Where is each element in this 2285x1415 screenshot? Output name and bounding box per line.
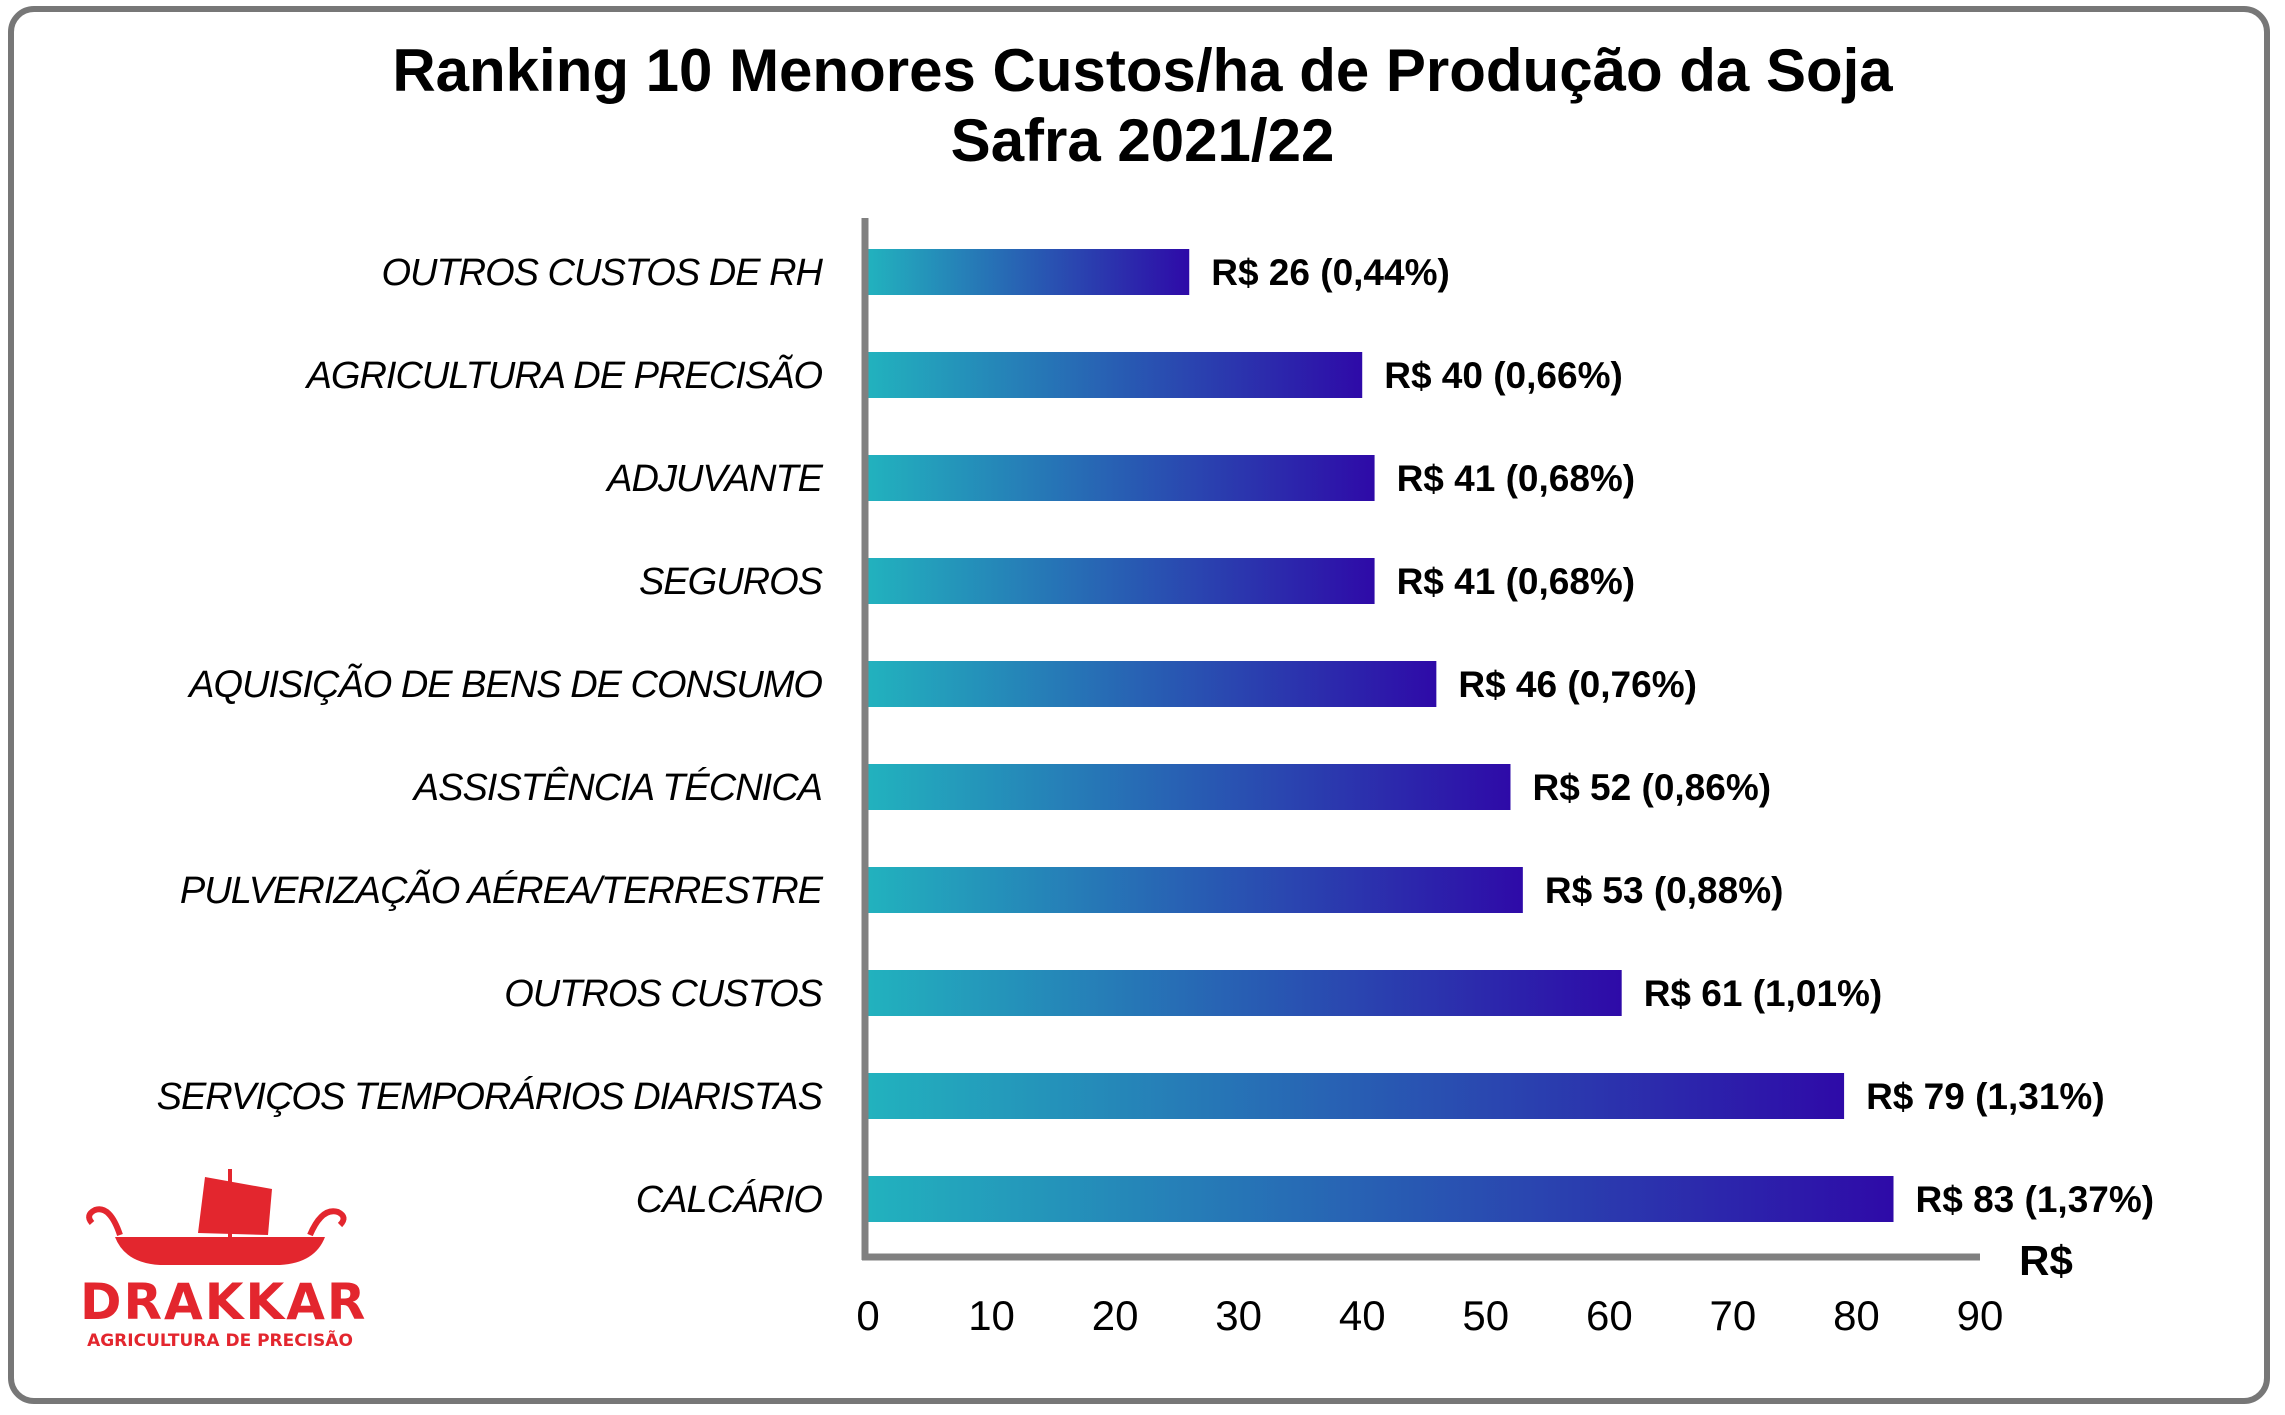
bar: [868, 970, 1622, 1016]
drakkar-logo: DRAKKAR AGRICULTURA DE PRECISÃO: [80, 1165, 368, 1355]
category-label: SEGUROS: [639, 561, 823, 603]
x-tick-label: 0: [856, 1292, 879, 1339]
data-label: R$ 79 (1,31%): [1866, 1076, 2105, 1117]
data-label: R$ 41 (0,68%): [1397, 561, 1636, 602]
bar: [868, 661, 1437, 707]
x-tick-label: 90: [1957, 1292, 2004, 1339]
bar: [868, 249, 1190, 295]
category-label: SERVIÇOS TEMPORÁRIOS DIARISTAS: [157, 1075, 823, 1118]
bar: [868, 558, 1375, 604]
data-label: R$ 53 (0,88%): [1545, 870, 1784, 911]
data-label: R$ 26 (0,44%): [1211, 252, 1450, 293]
data-label: R$ 41 (0,68%): [1397, 458, 1636, 499]
data-label: R$ 46 (0,76%): [1458, 664, 1697, 705]
logo-name: DRAKKAR: [80, 1273, 368, 1331]
chart-subtitle: Safra 2021/22: [950, 107, 1335, 174]
x-tick-label: 40: [1339, 1292, 1386, 1339]
category-label: OUTROS CUSTOS: [504, 973, 822, 1015]
x-tick-label: 70: [1710, 1292, 1757, 1339]
data-label: R$ 40 (0,66%): [1384, 355, 1623, 396]
x-tick-label: 60: [1586, 1292, 1633, 1339]
x-axis-unit-label: R$: [2019, 1237, 2073, 1284]
logo-tagline: AGRICULTURA DE PRECISÃO: [87, 1331, 353, 1351]
category-label: OUTROS CUSTOS DE RH: [381, 252, 823, 294]
data-label: R$ 61 (1,01%): [1644, 973, 1883, 1014]
x-tick-label: 30: [1215, 1292, 1262, 1339]
x-tick-label: 50: [1462, 1292, 1509, 1339]
chart-title: Ranking 10 Menores Custos/ha de Produção…: [392, 37, 1893, 104]
x-tick-label: 80: [1833, 1292, 1880, 1339]
data-label: R$ 52 (0,86%): [1532, 767, 1771, 808]
bar: [868, 455, 1375, 501]
x-tick-label: 10: [968, 1292, 1015, 1339]
category-label: ADJUVANTE: [605, 458, 823, 500]
category-label: PULVERIZAÇÃO AÉREA/TERRESTRE: [180, 869, 824, 912]
x-tick-label: 20: [1092, 1292, 1139, 1339]
category-label: ASSISTÊNCIA TÉCNICA: [412, 766, 822, 809]
bar: [868, 1073, 1845, 1119]
category-label: AGRICULTURA DE PRECISÃO: [305, 354, 823, 397]
bar: [868, 352, 1363, 398]
bar: [868, 1176, 1894, 1222]
data-label: R$ 83 (1,37%): [1916, 1179, 2155, 1220]
category-label: CALCÁRIO: [636, 1178, 823, 1221]
viking-ship-icon: [86, 1169, 347, 1265]
bar: [868, 764, 1511, 810]
category-label: AQUISIÇÃO DE BENS DE CONSUMO: [187, 663, 822, 706]
bar: [868, 867, 1523, 913]
